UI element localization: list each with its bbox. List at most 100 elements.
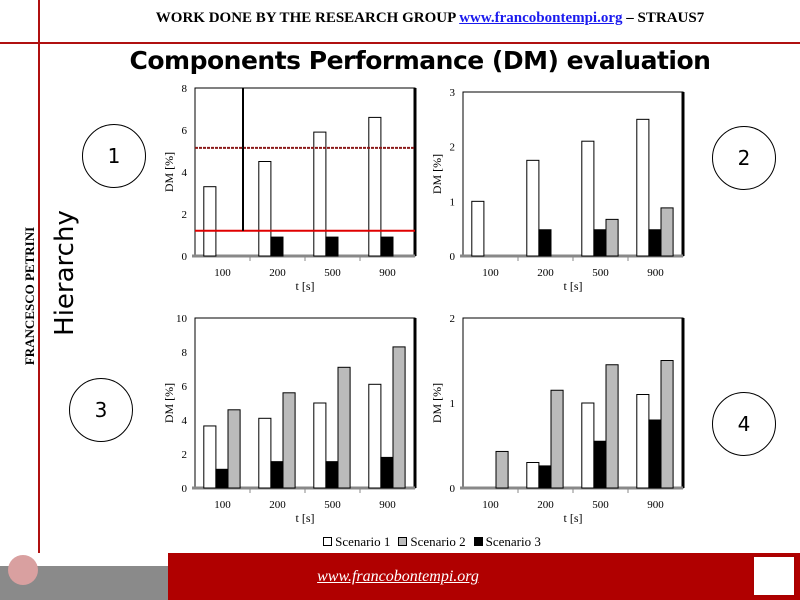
bar-scenario-3 xyxy=(593,229,607,257)
bar-scenario-2 xyxy=(392,346,406,489)
y-tick-label: 0 xyxy=(450,483,456,495)
x-tick-label: 100 xyxy=(482,499,499,511)
bar-scenario-3 xyxy=(538,465,552,489)
bar-scenario-1 xyxy=(636,394,650,489)
page-title: Components Performance (DM) evaluation xyxy=(129,46,711,75)
bar-scenario-2 xyxy=(337,366,351,489)
legend-item-1: Scenario 1 xyxy=(323,534,390,550)
x-tick-label: 200 xyxy=(537,499,554,511)
bar-scenario-1 xyxy=(258,417,272,489)
x-tick-label: 900 xyxy=(379,267,396,279)
y-tick-label: 6 xyxy=(182,125,188,137)
y-tick-label: 0 xyxy=(182,251,188,263)
y-tick-label: 8 xyxy=(182,347,188,359)
x-tick-label: 200 xyxy=(269,499,286,511)
bar-scenario-2 xyxy=(605,218,619,257)
bar-scenario-1 xyxy=(313,402,327,489)
bar-scenario-3 xyxy=(215,468,229,489)
chart-3: 0 2 4 6 8 10 100 200 500 900 t [s] DM [%] xyxy=(162,313,417,525)
bar-scenario-3 xyxy=(325,236,339,257)
legend-label-3: Scenario 3 xyxy=(485,534,541,549)
author-label: FRANCESCO PETRINI xyxy=(22,226,37,366)
bar-scenario-3 xyxy=(380,236,394,257)
legend-item-2: Scenario 2 xyxy=(398,534,466,550)
x-tick-label: 200 xyxy=(269,267,286,279)
x-tick-label: 500 xyxy=(324,499,341,511)
bar-scenario-2 xyxy=(495,450,509,489)
chart-1: 0 2 4 6 8 100 200 500 900 t [s] DM [%] xyxy=(162,83,417,293)
x-tick-label: 100 xyxy=(482,267,499,279)
x-tick-label: 900 xyxy=(379,499,396,511)
y-axis-label: DM [%] xyxy=(162,152,176,192)
bar-scenario-2 xyxy=(605,364,619,489)
bar-scenario-1 xyxy=(258,161,272,257)
vertical-divider xyxy=(38,0,40,553)
y-tick-label: 2 xyxy=(450,313,456,325)
bar-scenario-1 xyxy=(368,383,382,489)
bar-scenario-3 xyxy=(325,461,339,489)
bar-scenario-1 xyxy=(313,131,327,257)
y-tick-label: 2 xyxy=(450,142,456,154)
chart-number-4: 4 xyxy=(712,392,776,456)
y-tick-label: 4 xyxy=(182,167,188,179)
header-divider xyxy=(0,42,800,44)
header-link[interactable]: www.francobontempi.org xyxy=(459,10,623,26)
chart-number-3: 3 xyxy=(69,378,133,442)
header: WORK DONE BY THE RESEARCH GROUP www.fran… xyxy=(70,10,790,27)
bar-scenario-1 xyxy=(471,200,485,257)
y-tick-label: 3 xyxy=(450,87,456,99)
bar-scenario-3 xyxy=(593,440,607,489)
footer-bar xyxy=(168,553,800,600)
bar-scenario-1 xyxy=(203,425,217,489)
x-tick-label: 500 xyxy=(592,267,609,279)
bar-scenario-1 xyxy=(526,159,540,257)
x-tick-label: 200 xyxy=(537,267,554,279)
x-tick-label: 900 xyxy=(647,499,664,511)
x-tick-label: 500 xyxy=(592,499,609,511)
x-tick-label: 500 xyxy=(324,267,341,279)
legend-swatch-1 xyxy=(323,537,333,546)
bar-scenario-3 xyxy=(270,461,284,489)
y-tick-label: 1 xyxy=(450,196,456,208)
chart-4: 0 1 2 100 200 500 900 t [s] DM [%] xyxy=(430,313,685,525)
x-axis-label: t [s] xyxy=(564,279,583,293)
bar-scenario-1 xyxy=(636,118,650,257)
bar-scenario-2 xyxy=(550,389,564,489)
y-axis-label: DM [%] xyxy=(430,383,444,423)
footer-link[interactable]: www.francobontempi.org xyxy=(317,568,479,585)
legend-item-3: Scenario 3 xyxy=(473,534,541,550)
bar-scenario-3 xyxy=(648,229,662,257)
x-tick-label: 100 xyxy=(214,267,231,279)
bar-scenario-2 xyxy=(660,360,674,489)
legend-label-1: Scenario 1 xyxy=(335,534,391,549)
y-tick-label: 4 xyxy=(182,415,188,427)
bar-scenario-1 xyxy=(203,186,217,257)
group-logo xyxy=(752,555,796,597)
y-tick-label: 0 xyxy=(182,483,188,495)
y-tick-label: 8 xyxy=(182,83,188,95)
bar-scenario-1 xyxy=(526,462,540,489)
bar-scenario-2 xyxy=(282,392,296,489)
chart-number-1: 1 xyxy=(82,124,146,188)
y-axis-label: DM [%] xyxy=(430,154,444,194)
chart-2: 0 1 2 3 100 200 500 900 t [s] DM [%] xyxy=(430,87,685,293)
bar-scenario-1 xyxy=(368,116,382,257)
x-axis-label: t [s] xyxy=(296,511,315,525)
legend-swatch-3 xyxy=(473,537,483,546)
bar-scenario-2 xyxy=(227,409,241,489)
header-prefix: WORK DONE BY THE RESEARCH GROUP xyxy=(155,10,456,26)
university-logo xyxy=(8,555,38,585)
legend-swatch-2 xyxy=(398,537,408,546)
bar-scenario-3 xyxy=(380,456,394,489)
y-tick-label: 0 xyxy=(450,251,456,263)
y-tick-label: 2 xyxy=(182,449,188,461)
bar-scenario-3 xyxy=(648,419,662,489)
y-tick-label: 10 xyxy=(176,313,188,325)
bar-scenario-3 xyxy=(538,229,552,257)
y-axis-label: DM [%] xyxy=(162,383,176,423)
y-tick-label: 1 xyxy=(450,398,456,410)
section-label: Hierarchy xyxy=(50,210,80,336)
x-tick-label: 100 xyxy=(214,499,231,511)
bar-scenario-3 xyxy=(270,236,284,257)
y-tick-label: 2 xyxy=(182,209,188,221)
